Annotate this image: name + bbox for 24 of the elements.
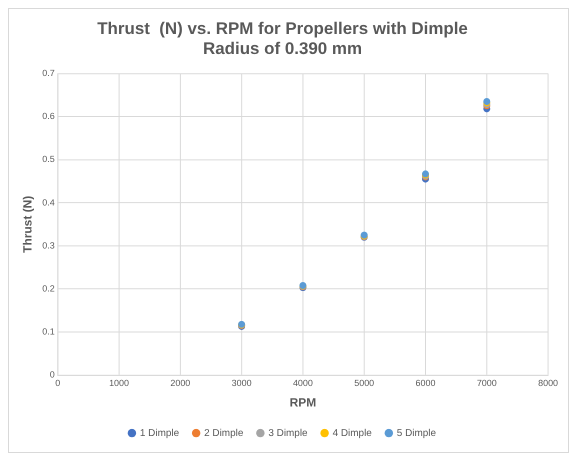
y-tick-label: 0.4 xyxy=(42,197,55,208)
x-tick-label: 4000 xyxy=(292,378,313,388)
y-tick-label: 0.5 xyxy=(42,154,55,164)
x-tick-label: 2000 xyxy=(170,378,190,388)
y-tick-label: 0.6 xyxy=(42,111,55,122)
x-tick-label: 7000 xyxy=(476,378,497,388)
legend-label: 5 Dimple xyxy=(396,428,437,439)
legend-label: 4 Dimple xyxy=(332,428,372,439)
legend-label: 3 Dimple xyxy=(268,428,308,439)
x-tick-label: 1000 xyxy=(109,378,130,388)
y-axis-title: Thrust (N) xyxy=(20,196,34,253)
x-axis-title: RPM xyxy=(290,395,316,410)
legend-label: 2 Dimple xyxy=(204,428,244,439)
y-tick-label: 0.2 xyxy=(42,283,55,294)
legend-label: 1 Dimple xyxy=(140,428,180,439)
y-tick-label: 0.3 xyxy=(42,240,55,250)
x-tick-label: 6000 xyxy=(416,378,436,388)
x-tick-label: 3000 xyxy=(232,378,252,388)
chart-title: Thrust (N) vs. RPM for Propellers with Dimple Radius of 0.390 mm xyxy=(97,18,468,58)
y-tick-label: 0 xyxy=(50,370,55,380)
y-tick-label: 0.7 xyxy=(42,68,55,78)
x-tick-label: 5000 xyxy=(354,378,374,388)
x-tick-label: 8000 xyxy=(538,378,558,388)
y-tick-label: 0.1 xyxy=(42,326,55,337)
